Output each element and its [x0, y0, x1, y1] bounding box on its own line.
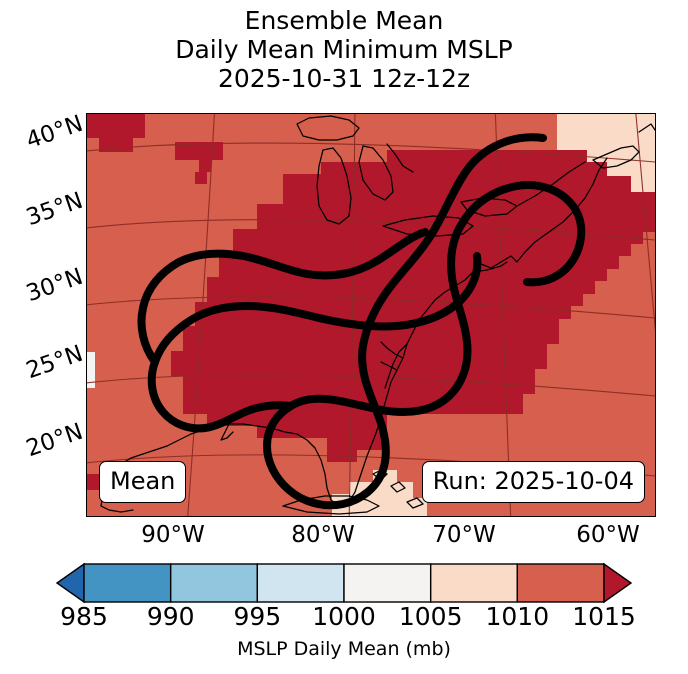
title-line-1: Ensemble Mean	[244, 6, 444, 35]
run-label-box: Run: 2025-10-04	[421, 461, 645, 503]
page-title: Ensemble Mean Daily Mean Minimum MSLP 20…	[0, 6, 688, 93]
title-line-2: Daily Mean Minimum MSLP	[175, 35, 513, 64]
map-canvas	[87, 114, 655, 516]
colorbar-tick-1015: 1015	[572, 602, 636, 631]
bold-contour-1015	[137, 133, 586, 510]
fill-over-1015-florida	[327, 414, 387, 462]
fill-patch-nw-2	[99, 138, 133, 152]
colorbar-tick-1005: 1005	[398, 602, 463, 631]
lon-label-80w: 80°W	[291, 522, 355, 548]
lon-label-90w: 90°W	[141, 522, 205, 548]
lon-label-70w: 70°W	[432, 522, 496, 548]
colorbar-band-990-995	[169, 563, 259, 603]
colorbar-tick-995: 995	[233, 602, 282, 631]
fill-1005-1010-ne	[557, 114, 655, 192]
lat-label-20n: 20°N	[22, 418, 87, 463]
title-line-3: 2025-10-31 12z-12z	[217, 64, 471, 93]
mean-label-box: Mean	[99, 461, 187, 503]
lat-label-25n: 25°N	[22, 340, 87, 385]
colorbar-band-1000-1005	[343, 563, 432, 603]
fill-patch-nw-4	[195, 172, 207, 184]
fill-1005-1010-se	[332, 470, 427, 516]
colorbar-tick-985: 985	[60, 602, 108, 631]
colorbar-canvas	[55, 562, 633, 604]
colorbar-axis-title: MSLP Daily Mean (mb)	[237, 638, 451, 660]
colorbar-tick-990: 990	[146, 602, 195, 631]
lat-label-35n: 35°N	[22, 187, 87, 232]
fill-1000-1005-west	[87, 352, 95, 388]
colorbar-over-arrow	[603, 562, 633, 604]
colorbar-under-arrow	[55, 562, 85, 604]
colorbar-band-985-990	[83, 563, 172, 603]
colorbar-band-1005-1010	[430, 563, 519, 603]
mean-label-text: Mean	[110, 467, 176, 495]
colorbar-band-995-1000	[256, 563, 345, 603]
fill-over-1015-main	[171, 114, 655, 438]
colorbar-tick-1000: 1000	[312, 602, 376, 631]
run-label-text: Run: 2025-10-04	[432, 467, 634, 495]
fill-patch-nw-1	[87, 114, 145, 138]
map-panel[interactable]: Mean Run: 2025-10-04	[86, 113, 656, 517]
lat-label-40n: 40°N	[22, 110, 87, 155]
lon-label-60w: 60°W	[576, 522, 640, 548]
colorbar-band-1010-1015	[516, 563, 605, 603]
colorbar[interactable]: 985 990 995 1000 1005 1010 1015	[0, 556, 688, 674]
lat-label-30n: 30°N	[22, 263, 87, 308]
colorbar-tick-1010: 1010	[485, 602, 550, 631]
